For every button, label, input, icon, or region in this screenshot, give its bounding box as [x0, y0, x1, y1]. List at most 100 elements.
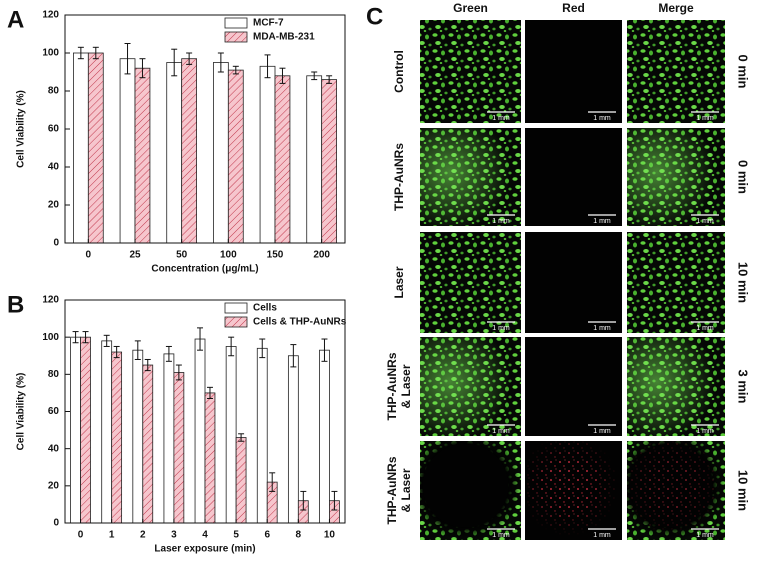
- error-bar: [103, 334, 110, 347]
- bar: [111, 351, 123, 524]
- red-cells: [525, 441, 622, 540]
- error-bar: [232, 65, 239, 75]
- error-bar: [326, 75, 333, 84]
- row-label-line: Laser: [392, 266, 406, 298]
- y-tick-label: 0: [53, 238, 59, 249]
- green-glow: [627, 337, 725, 436]
- y-tick-label: 100: [42, 332, 59, 343]
- y-tick-label: 120: [42, 295, 59, 306]
- row-label-line: THP-AuNRs: [392, 143, 406, 211]
- time-label: 0 min: [736, 160, 751, 194]
- time-label: 0 min: [736, 55, 751, 89]
- error-bar: [134, 340, 141, 360]
- error-bar: [321, 338, 328, 362]
- bar: [73, 52, 89, 244]
- row-label: Control: [392, 50, 406, 93]
- green-glow: [420, 128, 521, 226]
- red-cells: [627, 441, 725, 540]
- row-label-line: Control: [392, 50, 406, 93]
- bar: [87, 52, 104, 244]
- bar: [259, 65, 276, 244]
- panel-label: B: [7, 291, 24, 318]
- error-bar: [113, 345, 120, 359]
- error-bar: [197, 327, 204, 351]
- image-bg: [525, 232, 622, 333]
- x-tick-label: 8: [296, 530, 302, 541]
- error-bar: [77, 46, 84, 60]
- row-label: THP-AuNRs& Laser: [385, 352, 413, 420]
- x-tick-label: 200: [313, 250, 330, 261]
- bar: [181, 58, 198, 244]
- y-tick-label: 80: [48, 86, 60, 97]
- scale-bar-label: 1 mm: [593, 115, 611, 122]
- time-label: 10 min: [736, 262, 751, 303]
- y-tick-label: 60: [48, 406, 60, 417]
- micrograph: 1 mm: [525, 232, 622, 333]
- y-tick-label: 120: [42, 10, 59, 21]
- row-label: Laser: [392, 266, 406, 298]
- bar: [204, 392, 216, 524]
- micrograph: 1 mm: [420, 337, 521, 436]
- scale-bar-label: 1 mm: [492, 532, 510, 539]
- green-cells: [420, 232, 521, 333]
- error-bar: [290, 344, 297, 368]
- bar: [227, 69, 244, 244]
- legend-swatch: [224, 31, 248, 43]
- error-bar: [217, 52, 224, 73]
- micrograph: 1 mm: [627, 441, 725, 540]
- row-label: THP-AuNRs& Laser: [385, 456, 413, 524]
- x-tick-label: 50: [176, 250, 188, 261]
- micrograph: 1 mm: [525, 337, 622, 436]
- x-tick-label: 5: [233, 530, 239, 541]
- x-tick-label: 2: [140, 530, 146, 541]
- x-tick-label: 4: [202, 530, 208, 541]
- image-bg: [525, 20, 622, 123]
- scale-bar-label: 1 mm: [492, 218, 510, 225]
- micrograph: 1 mm: [420, 128, 521, 226]
- error-bar: [92, 46, 99, 60]
- micrograph: 1 mm: [420, 441, 521, 540]
- scale-bar-label: 1 mm: [593, 218, 611, 225]
- error-bar: [186, 52, 193, 65]
- y-axis-label: Cell Viability (%): [16, 90, 27, 168]
- micrograph: 1 mm: [420, 20, 521, 123]
- green-cells: [627, 232, 725, 333]
- row-label-line: THP-AuNRs: [385, 352, 399, 420]
- micrograph: 1 mm: [525, 128, 622, 226]
- scale-bar-label: 1 mm: [492, 115, 510, 122]
- error-bar: [238, 433, 245, 442]
- legend-swatch: [224, 17, 248, 29]
- bar: [119, 58, 136, 244]
- error-bar: [165, 345, 172, 362]
- bar: [287, 355, 299, 524]
- green-cells: [420, 20, 521, 123]
- y-tick-label: 100: [42, 48, 59, 59]
- error-bar: [300, 490, 307, 511]
- row-label-line: & Laser: [399, 364, 413, 408]
- bar: [101, 340, 113, 524]
- bar: [235, 437, 247, 524]
- legend-label: Cells: [253, 303, 277, 314]
- column-header: Green: [453, 1, 488, 15]
- scale-bar-label: 1 mm: [696, 428, 714, 435]
- bar: [212, 62, 229, 244]
- micrograph: 1 mm: [627, 337, 725, 436]
- bar: [132, 349, 144, 524]
- scale-bar-label: 1 mm: [696, 218, 714, 225]
- legend-swatch: [224, 302, 248, 314]
- row-label: THP-AuNRs: [392, 143, 406, 211]
- legend-swatch: [224, 316, 248, 328]
- bar: [80, 336, 91, 524]
- x-tick-label: 6: [264, 530, 270, 541]
- bar: [274, 75, 291, 244]
- bar: [194, 338, 206, 524]
- row-label-line: & Laser: [399, 468, 413, 512]
- x-axis-label: Concentration (μg/mL): [151, 264, 258, 275]
- plot-frame: [64, 299, 346, 524]
- scale-bar-label: 1 mm: [593, 325, 611, 332]
- error-bar: [82, 331, 89, 344]
- scale-bar-label: 1 mm: [696, 325, 714, 332]
- green-cells: [420, 441, 521, 540]
- micrograph: 1 mm: [420, 232, 521, 333]
